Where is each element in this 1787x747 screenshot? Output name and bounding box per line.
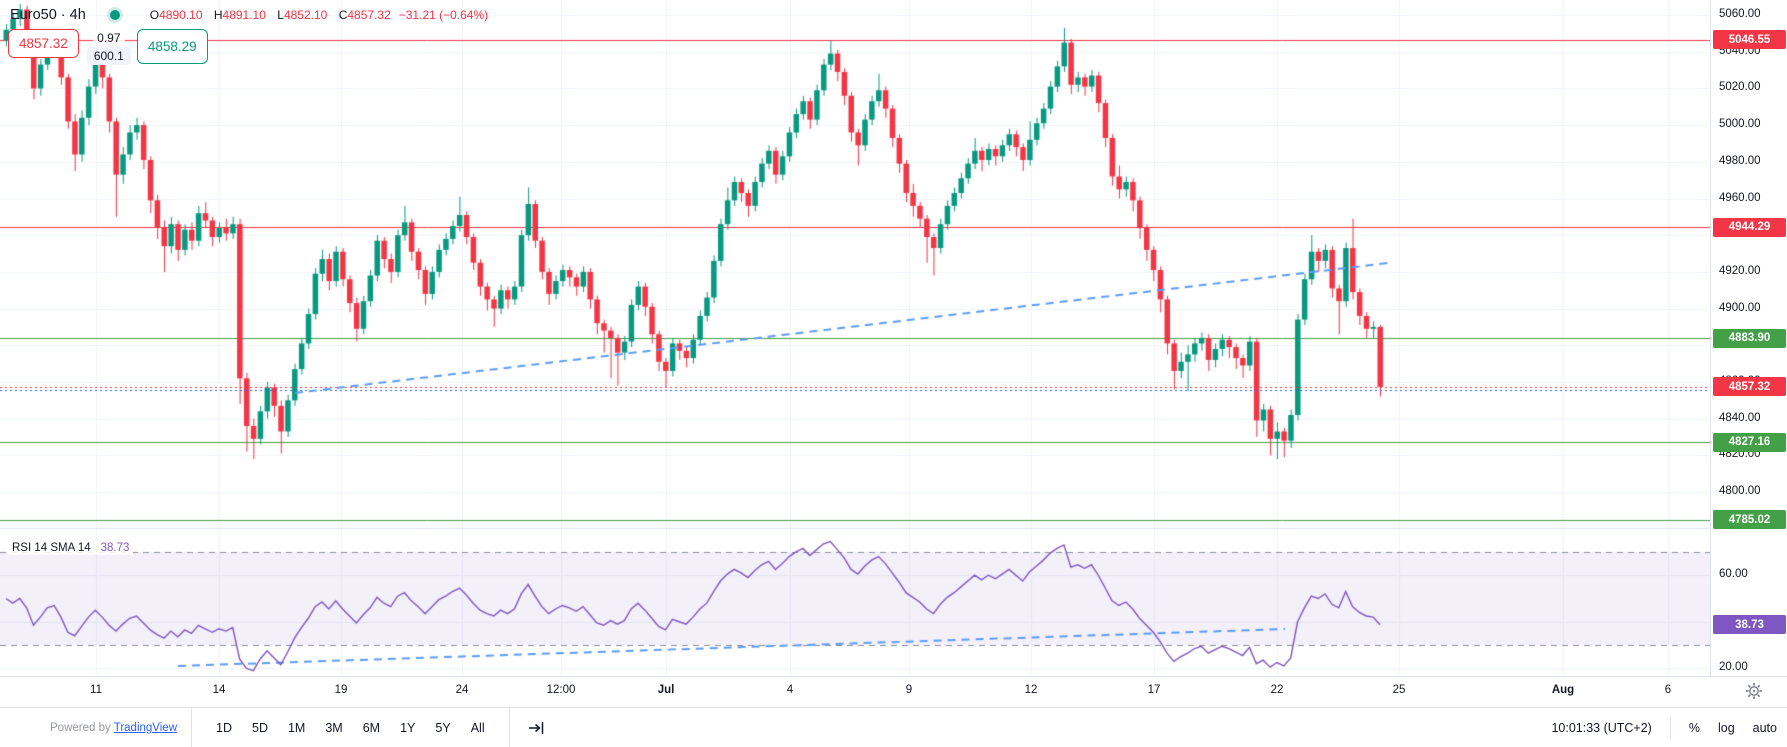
- time-axis-tick: 12: [1024, 684, 1038, 696]
- settings-gear-icon[interactable]: [1744, 681, 1764, 701]
- order-price-label-teal[interactable]: 4858.29: [136, 29, 208, 64]
- timeframe-buttons: 1D 5D 1M 3M 6M 1Y 5Y All: [206, 717, 495, 739]
- price-axis[interactable]: 5060.00 5040.00 5020.00 5000.00 4980.00 4960.…: [1710, 0, 1787, 676]
- time-axis-tick: Jul: [657, 684, 675, 696]
- time-axis-tick: 14: [212, 684, 226, 696]
- time-axis-tick: 17: [1147, 684, 1161, 696]
- high-value: 4891.10: [222, 8, 266, 22]
- time-axis-tick: 4: [786, 684, 794, 696]
- session-clock[interactable]: 10:01:33 (UTC+2): [1551, 721, 1652, 735]
- open-value: 4890.10: [159, 8, 203, 22]
- price-level-badge[interactable]: 5046.55: [1713, 30, 1786, 50]
- time-axis-tick: 11: [90, 684, 102, 696]
- timeframe-button-all[interactable]: All: [470, 721, 485, 735]
- percent-scale-button[interactable]: %: [1688, 721, 1700, 735]
- change-value: −31.21 (−0.64%): [398, 8, 489, 22]
- price-level-badge[interactable]: 4883.90: [1713, 328, 1786, 348]
- low-value: 4852.10: [283, 8, 328, 22]
- order-price-label-red[interactable]: 4857.32: [8, 29, 79, 58]
- ohlc-values: O4890.10 H4891.10 L4852.10 C4857.32: [142, 8, 391, 22]
- tradingview-link[interactable]: TradingView: [113, 722, 178, 734]
- low-label: L: [277, 8, 284, 22]
- time-axis-tick: 19: [334, 684, 348, 696]
- time-axis-tick: 12:00: [546, 684, 576, 696]
- powered-by: Powered by TradingView: [50, 722, 177, 734]
- chart-canvas[interactable]: [0, 0, 1710, 676]
- time-axis-tick: 24: [455, 684, 469, 696]
- time-axis-tick: Aug: [1551, 684, 1575, 696]
- position-info[interactable]: 0.97 600.1: [86, 31, 131, 65]
- toolbar-right: 10:01:33 (UTC+2) % log auto: [1551, 708, 1777, 747]
- price-level-badge[interactable]: 4827.16: [1713, 432, 1786, 452]
- price-axis-tick: 5000.00: [1719, 118, 1761, 131]
- price-axis-tick: 4960.00: [1719, 191, 1761, 204]
- auto-scale-button[interactable]: auto: [1752, 721, 1777, 735]
- price-level-badge[interactable]: 4785.02: [1713, 510, 1786, 530]
- timeframe-button-5y[interactable]: 5Y: [435, 721, 451, 735]
- price-axis-tick: 5060.00: [1719, 8, 1761, 21]
- open-label: O: [149, 8, 160, 22]
- rsi-legend[interactable]: RSI 14 SMA 14 38.73: [8, 541, 134, 555]
- market-status-icon[interactable]: [109, 10, 120, 20]
- timeframe-button-1d[interactable]: 1D: [216, 721, 232, 735]
- price-axis-tick: 4900.00: [1719, 301, 1761, 314]
- time-axis-tick: 22: [1270, 684, 1284, 696]
- timeframe-button-1y[interactable]: 1Y: [400, 721, 416, 735]
- timeframe-button-3m[interactable]: 3M: [325, 721, 343, 735]
- price-level-badge[interactable]: 4944.29: [1713, 217, 1786, 237]
- high-label: H: [213, 8, 223, 22]
- rsi-indicator-value: 38.73: [100, 542, 130, 554]
- price-axis-tick: 4980.00: [1719, 154, 1761, 167]
- log-scale-button[interactable]: log: [1717, 721, 1735, 735]
- divider: [1669, 717, 1671, 739]
- position-profit: 0.97: [93, 31, 125, 45]
- divider: [508, 708, 510, 747]
- close-label: C: [338, 8, 348, 22]
- rsi-indicator-name: RSI 14 SMA 14: [12, 542, 91, 554]
- legend-row: Euro50 · 4h O4890.10 H4891.10 L4852.10 C…: [10, 7, 488, 23]
- close-value: 4857.32: [347, 8, 391, 22]
- price-axis-tick: 4920.00: [1719, 264, 1761, 277]
- rsi-axis-tick: 60.00: [1719, 568, 1748, 581]
- timeframe-button-6m[interactable]: 6M: [362, 721, 381, 735]
- rsi-axis-tick: 20.00: [1719, 661, 1748, 674]
- divider: [191, 708, 193, 747]
- price-axis-tick: 4840.00: [1719, 411, 1761, 424]
- position-quantity: 600.1: [86, 47, 131, 65]
- time-axis-tick: 9: [905, 684, 913, 696]
- time-axis-tick: 25: [1392, 684, 1406, 696]
- price-axis-tick: 5020.00: [1719, 81, 1761, 94]
- toolbar-left: Powered by TradingView 1D 5D 1M 3M 6M 1Y 5Y All: [0, 708, 548, 747]
- timeframe-button-1m[interactable]: 1M: [287, 721, 306, 735]
- rsi-value-badge[interactable]: 38.73: [1713, 615, 1786, 635]
- symbol-title[interactable]: Euro50 · 4h: [10, 7, 86, 23]
- price-axis-tick: 4800.00: [1719, 485, 1761, 498]
- go-to-date-icon[interactable]: [526, 717, 548, 739]
- time-axis-tick: 6: [1664, 684, 1672, 696]
- powered-by-text: Powered by: [50, 722, 114, 734]
- price-level-badge[interactable]: 4857.32: [1713, 377, 1786, 397]
- bottom-toolbar: Powered by TradingView 1D 5D 1M 3M 6M 1Y 5Y All…: [0, 707, 1787, 747]
- time-axis[interactable]: 11 14 19 24 12:00 Jul 4 9 12 17 22 25 Aug 6: [0, 676, 1787, 707]
- timeframe-button-5d[interactable]: 5D: [252, 721, 268, 735]
- left-price-labels: 4857.32 0.97 600.1 4858.29: [8, 29, 208, 65]
